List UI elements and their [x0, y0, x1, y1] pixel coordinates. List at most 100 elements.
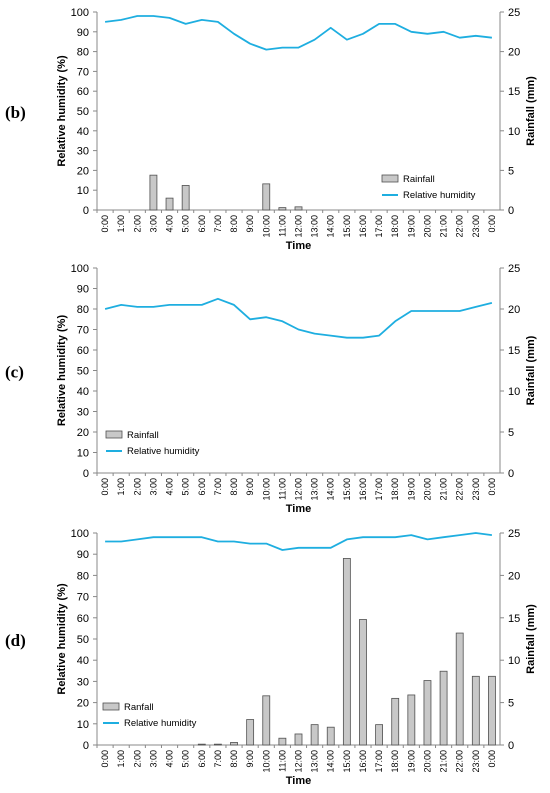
x-tick-label: 1:00	[116, 750, 126, 768]
x-tick-label: 7:00	[213, 750, 223, 768]
x-tick-label: 9:00	[245, 750, 255, 768]
left-tick-label: 20	[77, 427, 89, 439]
right-tick-label: 10	[508, 655, 520, 667]
left-tick-label: 80	[77, 304, 89, 316]
right-tick-label: 25	[508, 7, 520, 19]
left-tick-label: 40	[77, 655, 89, 667]
panel-c-chart: 0 10 20 30 40 50 60 70 80 90 100 0 5 10 15 20 25 0:00 1:00…	[5, 263, 537, 515]
x-axis-title: Time	[286, 503, 311, 515]
x-tick-label: 2:00	[132, 478, 142, 496]
panel-label: (d)	[5, 631, 26, 650]
left-tick-label: 30	[77, 407, 89, 419]
x-tick-label: 5:00	[181, 750, 191, 768]
x-tick-label: 1:00	[116, 215, 126, 233]
x-tick-label: 19:00	[406, 750, 416, 773]
x-tick-label: 13:00	[310, 478, 320, 501]
legend: Rainfall Relative humidity	[105, 430, 200, 457]
right-axis-title: Rainfall (mm)	[525, 335, 537, 405]
x-tick-label: 18:00	[390, 215, 400, 238]
rainfall-bar	[213, 743, 222, 746]
panel-b-chart: 0 10 20 30 40 50 60 70 80 90 100 0 5 10 15 20 25 0:00 1:00…	[5, 7, 537, 252]
relative-humidity-line	[104, 15, 493, 51]
x-tick-label: 19:00	[406, 478, 416, 501]
rainfall-bar	[262, 183, 271, 211]
left-tick-label: 80	[77, 570, 89, 582]
left-axis-title: Relative humidity (%)	[56, 583, 68, 695]
x-tick-label: 20:00	[422, 478, 432, 501]
left-tick-label: 40	[77, 126, 89, 138]
right-tick-label: 0	[508, 740, 514, 752]
rainfall-bar	[342, 558, 351, 746]
x-tick-label: 20:00	[422, 750, 432, 773]
x-tick-label: 1:00	[116, 478, 126, 496]
x-tick-label: 16:00	[358, 478, 368, 501]
x-tick-label: 23:00	[471, 478, 481, 501]
x-tick-label: 21:00	[439, 215, 449, 238]
right-axis-title: Rainfall (mm)	[525, 76, 537, 146]
right-tick-label: 20	[508, 570, 520, 582]
left-tick-label: 10	[77, 448, 89, 460]
x-tick-label: 4:00	[165, 215, 175, 233]
x-tick-label: 0:00	[100, 215, 110, 233]
x-tick-label: 7:00	[213, 478, 223, 496]
x-tick-label: 8:00	[229, 478, 239, 496]
legend: Ranfall Relative humidity	[102, 702, 197, 729]
panel-label: (b)	[5, 103, 26, 122]
x-tick-label: 22:00	[455, 478, 465, 501]
x-axis-title: Time	[286, 775, 311, 787]
x-tick-label: 11:00	[277, 215, 287, 237]
x-tick-label: 0:00	[487, 750, 497, 768]
right-tick-label: 10	[508, 126, 520, 138]
rainfall-bar	[197, 743, 206, 746]
left-tick-label: 50	[77, 106, 89, 118]
x-tick-label: 11:00	[277, 750, 287, 772]
left-tick-label: 50	[77, 366, 89, 378]
legend-bar-swatch	[105, 430, 123, 439]
x-tick-label: 10:00	[261, 478, 271, 501]
left-tick-label: 30	[77, 146, 89, 158]
left-tick-label: 60	[77, 613, 89, 625]
rainfall-bar	[359, 619, 367, 746]
x-tick-label: 19:00	[406, 215, 416, 238]
x-tick-label: 18:00	[390, 750, 400, 773]
rainfall-bar	[230, 742, 238, 746]
x-tick-label: 22:00	[455, 750, 465, 773]
rainfall-bar	[375, 724, 384, 746]
right-tick-label: 5	[508, 427, 514, 439]
rainfall-bar	[310, 724, 319, 746]
panel-d-chart: 0 10 20 30 40 50 60 70 80 90 100 0 5 10 15 20 25 0:00 1:00…	[5, 528, 537, 787]
x-tick-label: 4:00	[165, 478, 175, 496]
x-tick-label: 16:00	[358, 750, 368, 773]
legend-line-label: Relative humidity	[127, 446, 200, 457]
left-tick-label: 40	[77, 386, 89, 398]
left-tick-label: 0	[83, 205, 89, 217]
x-tick-label: 5:00	[181, 478, 191, 496]
right-axis-title: Rainfall (mm)	[525, 604, 537, 674]
rainfall-bar	[488, 675, 496, 746]
x-tick-label: 12:00	[294, 478, 304, 501]
left-tick-label: 0	[83, 740, 89, 752]
left-tick-label: 60	[77, 345, 89, 357]
x-tick-label: 10:00	[261, 215, 271, 238]
relative-humidity-line	[105, 532, 493, 551]
x-tick-label: 14:00	[326, 215, 336, 238]
left-tick-label: 10	[77, 719, 89, 731]
x-tick-label: 3:00	[148, 750, 158, 768]
rainfall-bar	[471, 675, 480, 746]
x-tick-label: 0:00	[100, 478, 110, 496]
left-tick-label: 0	[83, 468, 89, 480]
left-tick-label: 70	[77, 66, 89, 78]
x-tick-label: 6:00	[197, 478, 207, 496]
rainfall-bar	[455, 632, 464, 746]
left-axis-title: Relative humidity (%)	[56, 55, 68, 167]
left-tick-label: 90	[77, 549, 89, 561]
rainfall-bar	[246, 719, 255, 746]
rainfall-bar	[294, 733, 303, 746]
x-tick-label: 3:00	[148, 478, 158, 496]
x-tick-label: 0:00	[100, 750, 110, 768]
right-tick-label: 10	[508, 386, 520, 398]
left-tick-label: 90	[77, 284, 89, 296]
x-tick-label: 4:00	[165, 750, 175, 768]
x-tick-label: 3:00	[148, 215, 158, 233]
x-tick-label: 13:00	[310, 750, 320, 773]
